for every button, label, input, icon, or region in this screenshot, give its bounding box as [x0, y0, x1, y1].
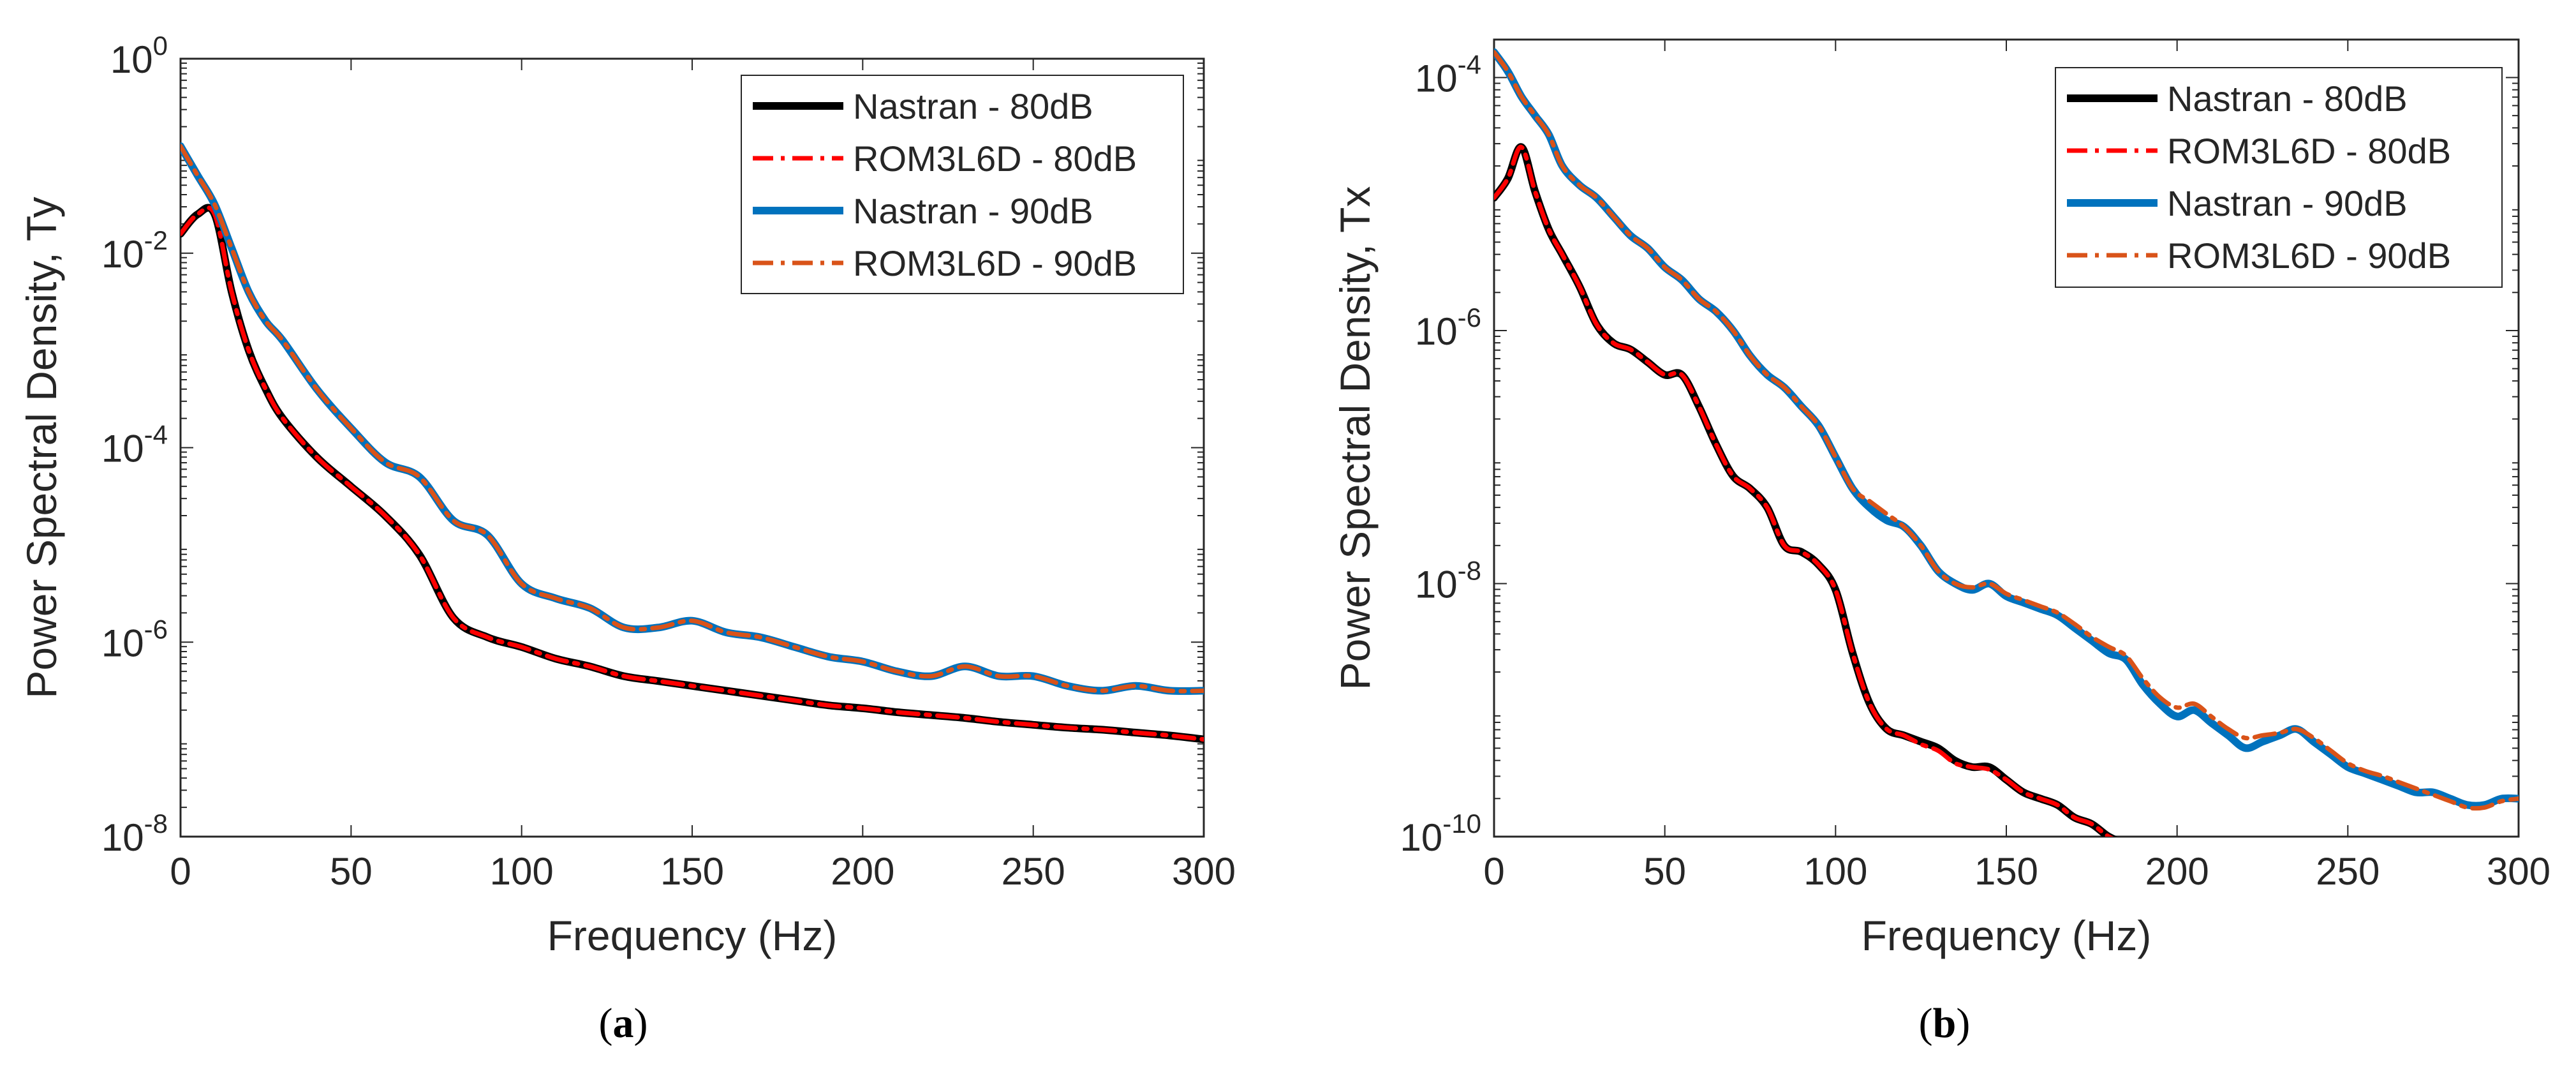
y-tick-base: 10 [101, 816, 144, 859]
legend-label: Nastran - 90dB [2167, 183, 2408, 223]
x-tick-label: 0 [170, 850, 191, 893]
caption-open: ( [599, 1000, 613, 1047]
y-tick-exponent: -6 [1458, 302, 1481, 332]
y-minor-ticks [1494, 82, 2519, 800]
y-minor-ticks [181, 62, 1204, 809]
x-tick-label: 300 [2487, 850, 2550, 893]
y-tick-label: 10-4 [101, 420, 168, 470]
y-tick-label: 10-4 [1415, 49, 1481, 100]
x-tick-label: 100 [1803, 850, 1867, 893]
y-tick-label: 10-8 [101, 809, 168, 859]
y-tick-base: 10 [1415, 57, 1458, 100]
y-tick-base: 10 [1415, 563, 1458, 606]
y-axis-label: Power Spectral Density, Tx [1331, 186, 1379, 690]
y-axis-label: Power Spectral Density, Ty [18, 197, 65, 698]
y-tick-exponent: -6 [144, 614, 168, 644]
x-tick-label: 150 [1974, 850, 2038, 893]
y-tick-label: 10-6 [101, 614, 168, 664]
legend-label: ROM3L6D - 80dB [2167, 131, 2451, 171]
y-tick-base: 10 [1415, 310, 1458, 353]
y-tick-base: 10 [101, 622, 144, 664]
series-group [181, 142, 1204, 743]
y-tick-label: 10-6 [1415, 302, 1481, 353]
caption-close: ) [634, 1000, 648, 1047]
caption-open: ( [1919, 1000, 1933, 1047]
x-tick-label: 300 [1172, 850, 1236, 893]
x-tick-label: 100 [490, 850, 554, 893]
chart-panel-b: 0 50 100 150 200 250 30010-1010-810-610-4Frequ… [1331, 38, 2550, 1047]
legend-label: ROM3L6D - 90dB [2167, 235, 2451, 276]
y-tick-label: 10-2 [101, 225, 168, 276]
series-group [1494, 48, 2519, 837]
y-tick-exponent: -8 [144, 809, 168, 839]
y-tick-label: 10-8 [1415, 555, 1481, 606]
y-tick-label: 10-10 [1400, 809, 1481, 859]
y-tick-exponent: -2 [144, 225, 168, 255]
x-tick-label: 0 [1483, 850, 1504, 893]
y-tick-exponent: -4 [144, 420, 168, 450]
chart-panel-a: 0 50 100 150 200 250 30010-810-610-410-2100Fre… [18, 31, 1236, 1047]
series-line-2 [181, 205, 1204, 742]
legend: Nastran - 80dB ROM3L6D - 80dB Nastran - 90… [2055, 67, 2503, 288]
legend-label: ROM3L6D - 80dB [853, 138, 1137, 179]
caption-close: ) [1956, 1000, 1970, 1047]
x-tick-label: 200 [2145, 850, 2209, 893]
y-tick-exponent: 0 [153, 31, 168, 61]
legend-box [2055, 67, 2503, 288]
legend-label: Nastran - 80dB [2167, 78, 2408, 119]
caption-letter: b [1933, 1000, 1957, 1047]
y-tick-exponent: -8 [1458, 555, 1481, 585]
series-line-4 [181, 144, 1204, 694]
y-tick-base: 10 [101, 428, 144, 470]
x-tick-label: 200 [831, 850, 894, 893]
x-axis-label: Frequency (Hz) [547, 912, 838, 959]
x-tick-label: 50 [1643, 850, 1686, 893]
legend-box [741, 75, 1184, 294]
x-tick-label: 250 [2316, 850, 2380, 893]
y-tick-base: 10 [1400, 816, 1443, 859]
x-axis-label: Frequency (Hz) [1862, 912, 2152, 959]
x-tick-label: 250 [1002, 850, 1065, 893]
y-tick-exponent: -4 [1458, 49, 1481, 79]
caption-letter: a [613, 1000, 634, 1047]
legend-label: Nastran - 80dB [853, 86, 1093, 126]
y-tick-exponent: -10 [1442, 809, 1481, 839]
y-tick-label: 100 [110, 31, 168, 81]
y-tick-base: 10 [101, 233, 144, 276]
legend: Nastran - 80dB ROM3L6D - 80dB Nastran - 90… [741, 75, 1184, 294]
series-line-2 [1494, 144, 2114, 837]
x-tick-label: 150 [660, 850, 724, 893]
legend-label: Nastran - 90dB [853, 191, 1093, 231]
y-tick-base: 10 [110, 38, 153, 81]
panel-caption: (a) [599, 1000, 648, 1047]
x-tick-label: 50 [330, 850, 373, 893]
legend-label: ROM3L6D - 90dB [853, 243, 1137, 283]
panel-caption: (b) [1919, 1000, 1971, 1047]
series-line-4 [1494, 50, 2519, 811]
